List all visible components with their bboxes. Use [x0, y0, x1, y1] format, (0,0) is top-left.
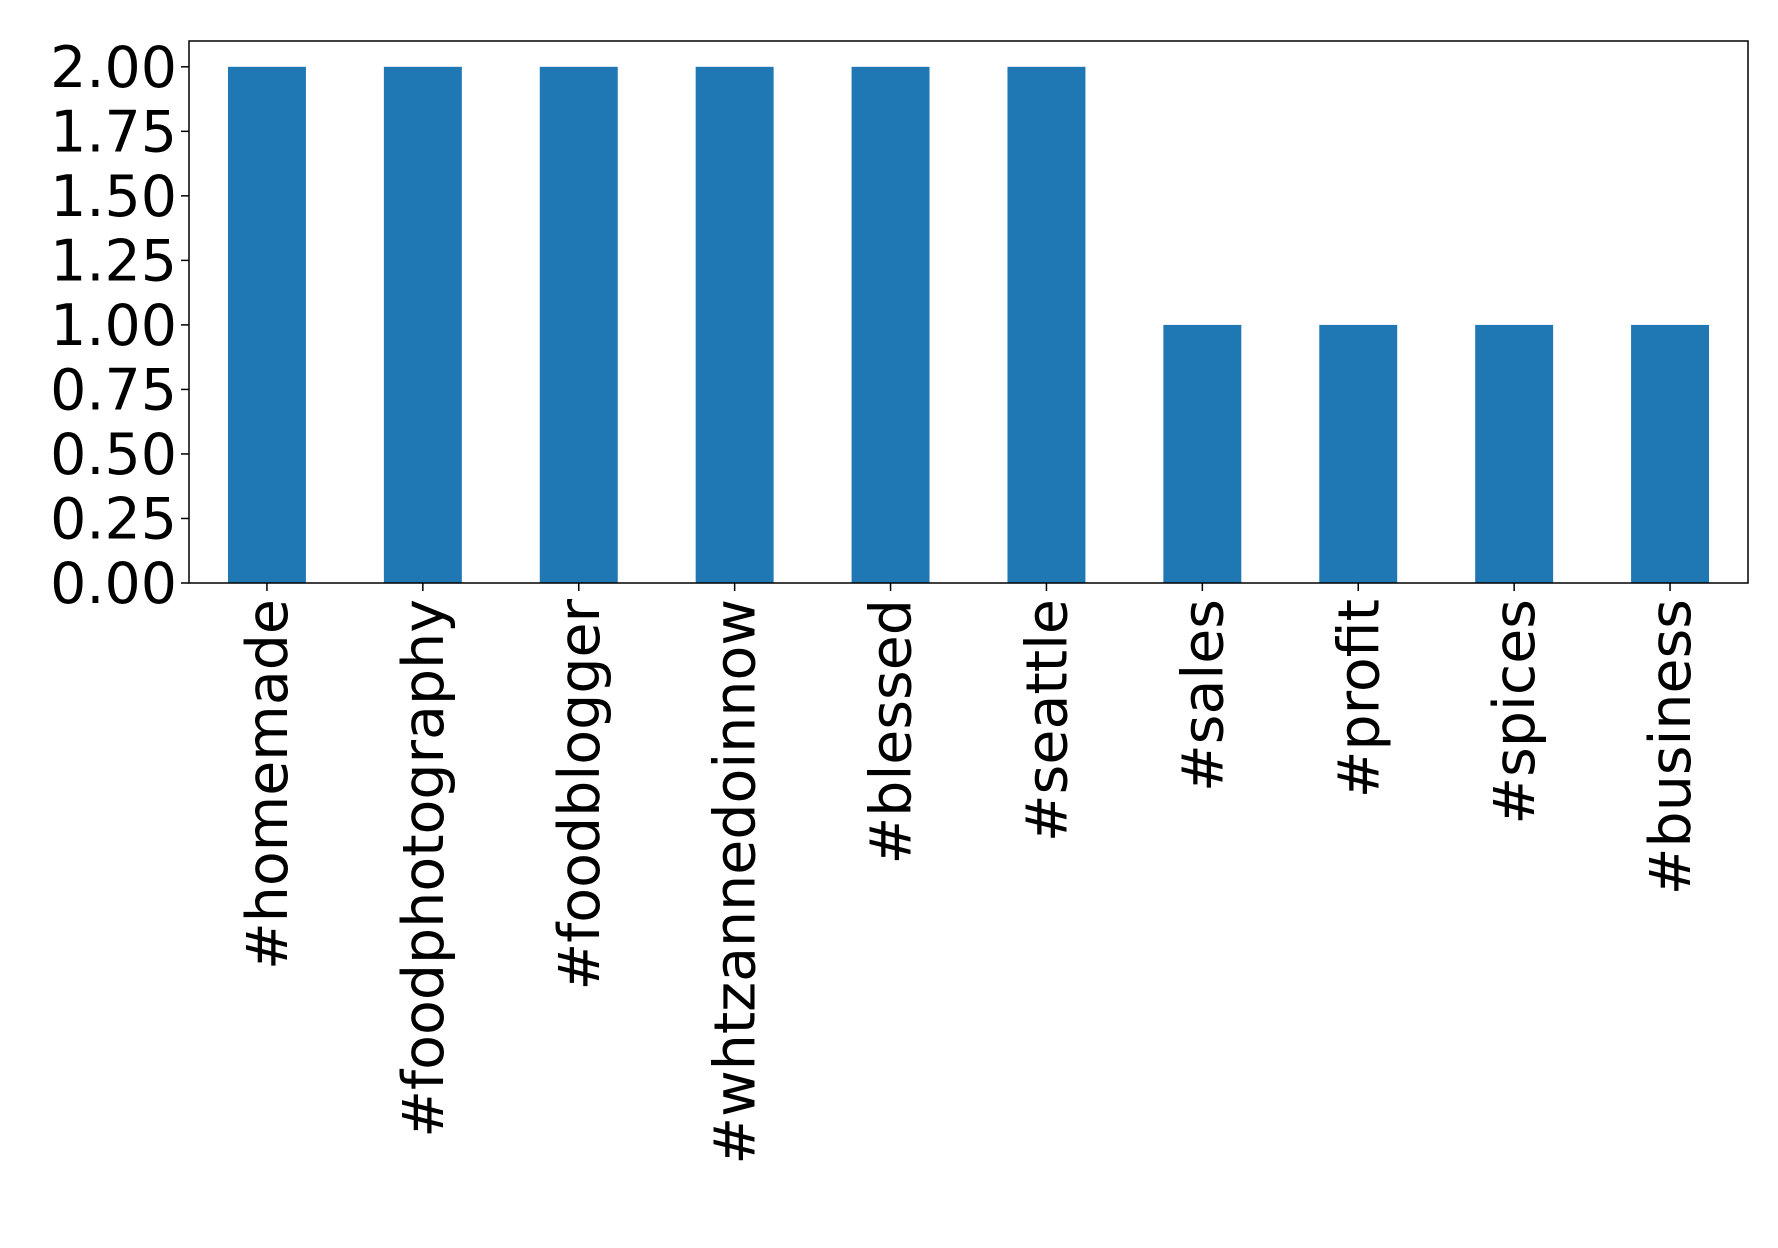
y-tick-label: 1.50 [50, 164, 177, 230]
y-tick-label: 1.25 [50, 228, 177, 294]
y-tick-label: 0.25 [50, 486, 177, 552]
bar [1007, 66, 1086, 584]
y-tick-label: 0.50 [50, 422, 177, 488]
bar [1319, 324, 1398, 583]
y-tick-label: 1.00 [50, 293, 177, 359]
x-tick-label: #foodphotography [391, 599, 457, 1138]
bar [695, 66, 774, 584]
x-tick-label: #homemade [235, 599, 301, 970]
bar [227, 66, 306, 584]
x-tick-label: #spices [1482, 599, 1548, 825]
x-tick-label: #seattle [1014, 599, 1080, 842]
bar [1475, 324, 1554, 583]
x-tick-label: #profit [1326, 599, 1392, 798]
bar [383, 66, 462, 584]
y-tick-label: 0.00 [50, 551, 177, 617]
x-tick-label: #whtzannedoinnow [703, 599, 769, 1165]
bar [851, 66, 930, 584]
x-tick-label: #foodblogger [547, 598, 613, 990]
plot-frame [188, 40, 1749, 584]
y-tick-label: 2.00 [50, 35, 177, 101]
y-tick-label: 1.75 [50, 99, 177, 165]
y-tick-label: 0.75 [50, 357, 177, 423]
bar [1163, 324, 1242, 583]
bar [1631, 324, 1710, 583]
x-tick-label: #blessed [859, 599, 925, 865]
x-tick-label: #business [1638, 599, 1704, 895]
x-tick-label: #sales [1170, 599, 1236, 792]
bar [539, 66, 618, 584]
